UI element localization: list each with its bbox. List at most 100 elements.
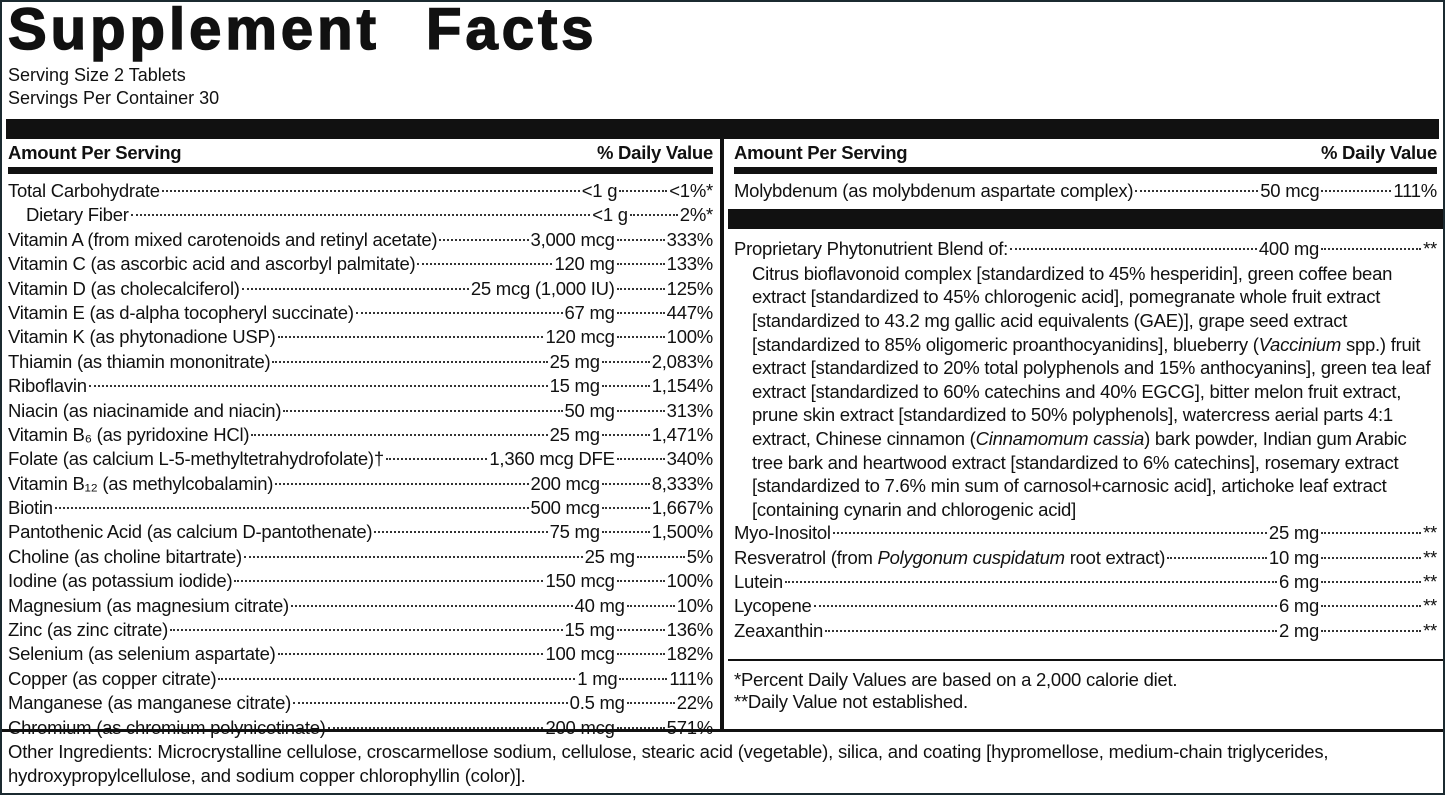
dot-leader — [88, 385, 548, 388]
nutrient-name: Selenium (as selenium aspartate) — [8, 643, 276, 665]
amount: 120 mcg — [545, 326, 615, 348]
nutrient-row: Total Carbohydrate <1 g <1%* — [8, 179, 713, 203]
nutrient-name: Iodine (as potassium iodide) — [8, 570, 233, 592]
serving-size: Serving Size 2 Tablets — [8, 65, 186, 85]
dot-leader — [293, 702, 568, 705]
dot-leader — [1010, 248, 1257, 251]
daily-value: 111% — [1393, 180, 1437, 201]
dot-leader — [1321, 629, 1422, 632]
left-column: Amount Per Serving % Daily Value Total C… — [8, 139, 713, 740]
header-amount: Amount Per Serving — [734, 142, 908, 163]
dot-leader — [277, 336, 544, 339]
nutrient-name: Riboflavin — [8, 375, 87, 397]
column-header: Amount Per Serving % Daily Value — [8, 139, 713, 174]
amount: 25 mg — [549, 350, 600, 372]
dot-leader — [218, 677, 576, 680]
dot-leader — [170, 629, 563, 632]
amount: 50 mg — [564, 399, 615, 421]
dot-leader — [241, 287, 469, 290]
nutrient-name: Pantothenic Acid (as calcium D-pantothen… — [8, 521, 373, 543]
text-segment: Resveratrol (from — [734, 546, 878, 568]
dot-leader — [417, 263, 553, 266]
dot-leader — [275, 482, 529, 485]
dot-leader — [784, 581, 1277, 584]
dot-leader — [832, 532, 1267, 535]
daily-value: 100% — [666, 326, 714, 348]
daily-value: ** — [1423, 238, 1437, 260]
nutrient-name: Zinc (as zinc citrate) — [8, 619, 169, 641]
dot-leader — [813, 605, 1277, 608]
dot-leader — [601, 482, 650, 485]
dot-leader — [616, 458, 665, 461]
nutrient-name: Vitamin D (as cholecalciferol) — [8, 277, 240, 299]
dot-leader — [1321, 532, 1422, 535]
nutrient-row: Vitamin B₆ (as pyridoxine HCl) 25 mg 1,471… — [8, 423, 713, 447]
nutrient-row: Choline (as choline bitartrate) 25 mg 5% — [8, 545, 713, 569]
dot-leader — [290, 604, 573, 607]
nutrient-row: Myo-Inositol 25 mg ** — [734, 521, 1437, 545]
dot-leader — [54, 507, 529, 510]
daily-value: <1%* — [669, 180, 713, 201]
dot-leader — [616, 653, 665, 656]
nutrient-name: Copper (as copper citrate) — [8, 667, 217, 689]
dot-leader — [1321, 605, 1422, 608]
rule-bar — [6, 119, 1439, 139]
amount: 25 mg — [584, 545, 635, 567]
dot-leader — [251, 433, 548, 436]
nutrient-name: Niacin (as niacinamide and niacin) — [8, 399, 282, 421]
daily-value: 2,083% — [651, 350, 714, 372]
nutrient-row: Magnesium (as magnesium citrate) 40 mg 10% — [8, 594, 713, 618]
header-dv: % Daily Value — [1320, 142, 1437, 163]
dot-leader — [626, 702, 675, 705]
column-header: Amount Per Serving % Daily Value — [734, 139, 1437, 174]
dot-leader — [601, 507, 650, 510]
text-segment: Cinnamomum cassia — [975, 427, 1145, 449]
nutrient-row: Vitamin A (from mixed carotenoids and re… — [8, 228, 713, 252]
dot-leader — [616, 409, 665, 412]
dot-leader — [825, 629, 1277, 632]
footnote: **Daily Value not established. — [734, 691, 968, 713]
amount: 25 mcg (1,000 IU) — [470, 277, 615, 299]
dot-leader — [619, 190, 668, 192]
nutrient-name: Choline (as choline bitartrate) — [8, 545, 242, 567]
nutrient-name: Vitamin A (from mixed carotenoids and re… — [8, 228, 438, 250]
daily-value: 10% — [676, 594, 714, 616]
dot-leader — [1321, 248, 1422, 251]
amount: 25 mg — [549, 423, 600, 445]
dot-leader — [616, 336, 665, 339]
amount: 150 mcg — [545, 570, 615, 592]
daily-value: 8,333% — [651, 472, 714, 494]
daily-value: 111% — [669, 667, 713, 689]
nutrient-row: Folate (as calcium L-5-methyltetrahydrof… — [8, 447, 713, 471]
text-segment: Lutein — [734, 571, 783, 593]
nutrient-row: Biotin 500 mcg 1,667% — [8, 496, 713, 520]
daily-value: 2%* — [679, 204, 713, 226]
nutrient-name: Lutein — [734, 570, 783, 594]
dot-leader — [355, 311, 563, 314]
daily-value: ** — [1423, 619, 1437, 641]
nutrient-name: Manganese (as manganese citrate) — [8, 692, 292, 714]
dot-leader — [616, 263, 665, 266]
dot-leader — [1167, 556, 1267, 559]
blend-description: Citrus bioflavonoid complex [standardize… — [734, 262, 1437, 522]
text-segment: Vaccinium — [1258, 333, 1342, 355]
amount: 6 mg — [1278, 595, 1320, 617]
nutrient-row: Chromium (as chromium polynicotinate) 200… — [8, 716, 713, 740]
amount: 100 mcg — [545, 643, 615, 665]
daily-value: 125% — [666, 277, 714, 299]
daily-value: 1,471% — [651, 423, 714, 445]
dot-leader — [130, 214, 591, 217]
nutrient-name: Vitamin K (as phytonadione USP) — [8, 326, 276, 348]
text-segment: Zeaxanthin — [734, 619, 824, 641]
daily-value: 340% — [666, 448, 714, 470]
dot-leader — [1135, 190, 1259, 192]
nutrient-row: Vitamin K (as phytonadione USP) 120 mcg 10… — [8, 325, 713, 349]
daily-value: 1,154% — [651, 375, 714, 397]
header-dv: % Daily Value — [596, 142, 713, 163]
amount: 6 mg — [1278, 571, 1320, 593]
dot-leader — [601, 531, 650, 534]
dot-leader — [601, 360, 650, 363]
daily-value: 5% — [686, 545, 714, 567]
nutrient-row: Dietary Fiber <1 g 2%* — [8, 203, 713, 227]
